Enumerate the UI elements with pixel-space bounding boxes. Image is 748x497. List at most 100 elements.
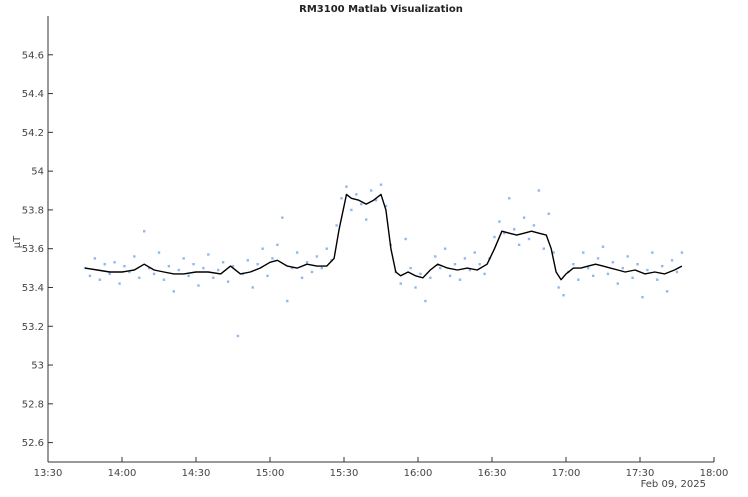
- scatter-point: [221, 261, 225, 264]
- x-tick-label: 15:00: [256, 468, 285, 479]
- scatter-point: [656, 278, 659, 281]
- scatter-point: [157, 251, 161, 254]
- scatter-point: [103, 263, 106, 266]
- scatter-point: [167, 264, 171, 268]
- y-axis-ticks: 52.6 52.8 53 53.2 53.4 53.6 53.8 54 54.2 54.4 54.6: [22, 50, 53, 449]
- scatter-point: [661, 264, 664, 268]
- y-tick-label: 54.2: [22, 128, 44, 139]
- scatter-point: [365, 218, 368, 221]
- x-axis-ticks: 13:30 14:00 14:30 15:00 15:30 16:00 16:30 17:00…: [34, 457, 729, 479]
- scatter-point: [360, 202, 363, 206]
- scatter-point: [434, 255, 437, 258]
- scatter-point: [310, 270, 314, 274]
- scatter-point: [152, 272, 156, 276]
- x-tick-label: 17:30: [626, 468, 655, 479]
- scatter-point: [651, 251, 654, 254]
- scatter-point: [399, 282, 402, 285]
- y-tick-label: 52.6: [22, 438, 44, 449]
- scatter-point: [542, 247, 545, 250]
- y-tick-label: 54.4: [22, 89, 44, 100]
- x-tick-label: 13:30: [34, 468, 63, 479]
- scatter-point: [123, 264, 126, 268]
- scatter-point: [631, 276, 634, 279]
- scatter-point: [83, 266, 87, 270]
- y-tick-label: 53: [31, 361, 44, 372]
- scatter-point: [133, 255, 136, 258]
- scatter-point: [646, 268, 649, 272]
- scatter-point: [616, 282, 619, 285]
- scatter-series: [83, 183, 684, 338]
- scatter-point: [527, 237, 531, 241]
- scatter-point: [281, 216, 284, 219]
- scatter-point: [463, 257, 467, 260]
- scatter-point: [478, 263, 481, 266]
- scatter-point: [379, 183, 383, 186]
- scatter-point: [192, 263, 195, 266]
- scatter-point: [300, 276, 304, 279]
- scatter-point: [251, 286, 254, 289]
- scatter-point: [138, 276, 141, 279]
- scatter-point: [493, 235, 496, 239]
- x-tick-label: 16:30: [478, 468, 507, 479]
- scatter-point: [424, 299, 427, 303]
- scatter-point: [98, 278, 101, 281]
- scatter-point: [522, 216, 526, 219]
- scatter-point: [562, 294, 565, 297]
- x-tick-label: 18:00: [700, 468, 729, 479]
- scatter-point: [621, 266, 624, 270]
- scatter-point: [641, 295, 644, 299]
- scatter-point: [636, 263, 639, 266]
- scatter-point: [88, 274, 92, 278]
- y-tick-label: 53.8: [22, 205, 44, 216]
- scatter-point: [305, 261, 309, 264]
- scatter-point: [276, 243, 279, 247]
- scatter-point: [606, 272, 610, 276]
- scatter-point: [271, 257, 274, 260]
- scatter-point: [93, 257, 97, 260]
- scatter-point: [286, 299, 289, 303]
- axes: [47, 16, 714, 463]
- x-tick-label: 14:00: [108, 468, 137, 479]
- scatter-point: [162, 278, 166, 281]
- scatter-point: [355, 193, 358, 196]
- scatter-point: [596, 257, 600, 260]
- scatter-point: [453, 263, 457, 266]
- scatter-point: [246, 259, 249, 262]
- scatter-point: [680, 251, 684, 254]
- scatter-point: [261, 247, 264, 250]
- scatter-point: [582, 251, 585, 254]
- scatter-point: [345, 185, 348, 188]
- scatter-point: [207, 253, 210, 256]
- scatter-point: [587, 266, 590, 270]
- x-tick-label: 15:30: [330, 468, 359, 479]
- scatter-point: [404, 237, 407, 241]
- scatter-point: [443, 247, 447, 250]
- scatter-point: [468, 268, 471, 272]
- scatter-point: [202, 266, 205, 270]
- scatter-point: [552, 251, 555, 254]
- moving-average-line: [84, 193, 683, 281]
- scatter-point: [458, 278, 462, 281]
- scatter-point: [236, 334, 240, 338]
- scatter-point: [414, 286, 417, 289]
- scatter-point: [513, 228, 516, 231]
- scatter-point: [591, 274, 595, 278]
- scatter-point: [182, 257, 185, 260]
- scatter-point: [320, 266, 323, 270]
- y-tick-label: 54: [31, 167, 44, 178]
- scatter-point: [108, 272, 111, 276]
- scatter-point: [291, 266, 294, 270]
- scatter-point: [118, 282, 121, 285]
- scatter-point: [369, 189, 373, 192]
- scatter-point: [187, 274, 190, 278]
- scatter-point: [266, 274, 269, 278]
- scatter-point: [409, 266, 412, 270]
- scatter-point: [429, 276, 432, 279]
- scatter-point: [340, 197, 343, 200]
- scatter-point: [439, 266, 442, 270]
- scatter-point: [217, 268, 220, 272]
- scatter-point: [665, 290, 669, 293]
- x-tick-label: 17:00: [552, 468, 581, 479]
- scatter-point: [503, 231, 506, 235]
